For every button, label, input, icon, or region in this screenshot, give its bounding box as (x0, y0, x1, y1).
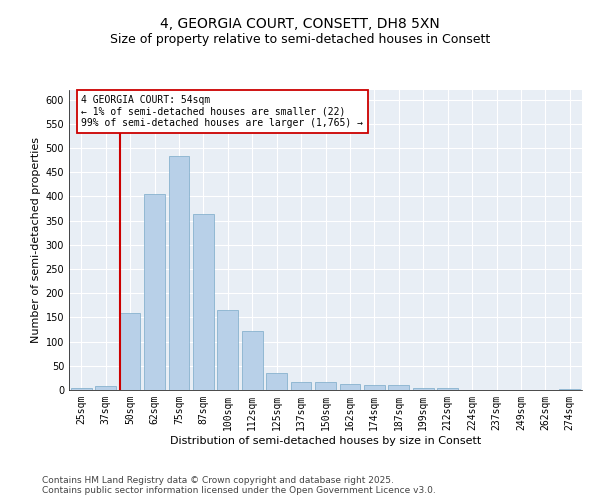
Bar (193, 214, 214, 390)
Bar (144, 194, 165, 390)
Text: Size of property relative to semi-detached houses in Consett: Size of property relative to semi-detach… (110, 32, 490, 46)
Bar (169, 156, 190, 390)
Bar (217, 310, 238, 390)
X-axis label: Distribution of semi-detached houses by size in Consett: Distribution of semi-detached houses by … (170, 436, 481, 446)
Bar (413, 388, 434, 390)
Y-axis label: Number of semi-detached properties: Number of semi-detached properties (31, 137, 41, 343)
Text: Contains HM Land Registry data © Crown copyright and database right 2025.
Contai: Contains HM Land Registry data © Crown c… (42, 476, 436, 495)
Bar (315, 382, 336, 390)
Bar (242, 331, 263, 390)
Bar (71, 388, 92, 390)
Bar (437, 388, 458, 390)
Bar (559, 389, 580, 390)
Bar (290, 382, 311, 390)
Text: 4, GEORGIA COURT, CONSETT, DH8 5XN: 4, GEORGIA COURT, CONSETT, DH8 5XN (160, 18, 440, 32)
Bar (119, 312, 140, 390)
Bar (340, 384, 361, 390)
Text: 4 GEORGIA COURT: 54sqm
← 1% of semi-detached houses are smaller (22)
99% of semi: 4 GEORGIA COURT: 54sqm ← 1% of semi-deta… (82, 95, 364, 128)
Bar (364, 385, 385, 390)
Bar (266, 372, 287, 390)
Bar (388, 385, 409, 390)
Bar (95, 386, 116, 390)
